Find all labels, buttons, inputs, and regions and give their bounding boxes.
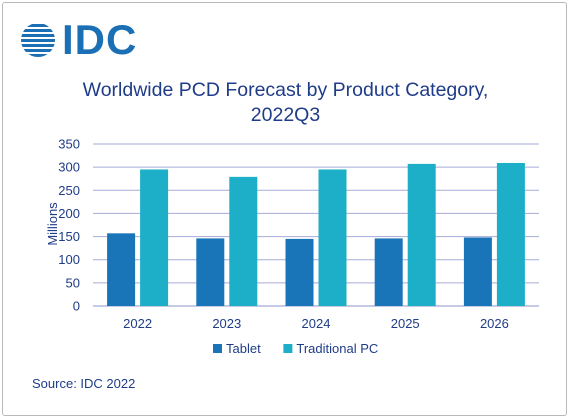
x-axis-ticks: 2022 2023 2024 2025 2026: [123, 316, 509, 331]
y-axis-label: Millions: [45, 202, 60, 246]
y-tick-label: 350: [58, 137, 80, 152]
y-tick-label: 300: [58, 160, 80, 175]
y-tick-label: 200: [58, 206, 80, 221]
legend-label: Traditional PC: [296, 341, 378, 356]
y-tick-label: 50: [66, 275, 80, 290]
y-tick-label: 250: [58, 183, 80, 198]
legend: Tablet Traditional PC: [213, 341, 378, 356]
bar-tablet: [196, 238, 225, 306]
legend-swatch: [283, 344, 293, 353]
legend-swatch: [213, 344, 222, 353]
x-tick-label: 2024: [302, 316, 331, 331]
bar-tablet: [374, 238, 403, 306]
bar-traditional-pc: [140, 169, 169, 306]
source-note: Source: IDC 2022: [32, 376, 136, 391]
chart-title: Worldwide PCD Forecast by Product Catego…: [0, 78, 571, 128]
bar-traditional-pc: [229, 176, 258, 306]
idc-logo: IDC: [20, 16, 138, 63]
bar-traditional-pc: [407, 163, 436, 306]
x-tick-label: 2023: [212, 316, 241, 331]
bar-tablet: [285, 238, 314, 306]
legend-label: Tablet: [226, 341, 261, 356]
bar-traditional-pc: [496, 162, 525, 306]
x-tick-label: 2025: [391, 316, 420, 331]
y-axis-ticks: 0 50 100 150 200 250 300 350: [58, 137, 80, 314]
globe-icon: [21, 24, 55, 57]
logo-text: IDC: [62, 16, 138, 63]
bar-traditional-pc: [318, 169, 347, 306]
y-tick-label: 100: [58, 252, 80, 267]
x-tick-label: 2026: [480, 316, 509, 331]
bar-tablet: [107, 233, 136, 306]
y-tick-label: 0: [73, 299, 80, 314]
chart-title-line-1: Worldwide PCD Forecast by Product Catego…: [82, 79, 489, 101]
x-tick-label: 2022: [123, 316, 152, 331]
y-tick-label: 150: [58, 229, 80, 244]
bar-tablet: [463, 237, 492, 306]
chart-title-line-2: 2022Q3: [250, 104, 321, 126]
bars: [107, 162, 525, 306]
